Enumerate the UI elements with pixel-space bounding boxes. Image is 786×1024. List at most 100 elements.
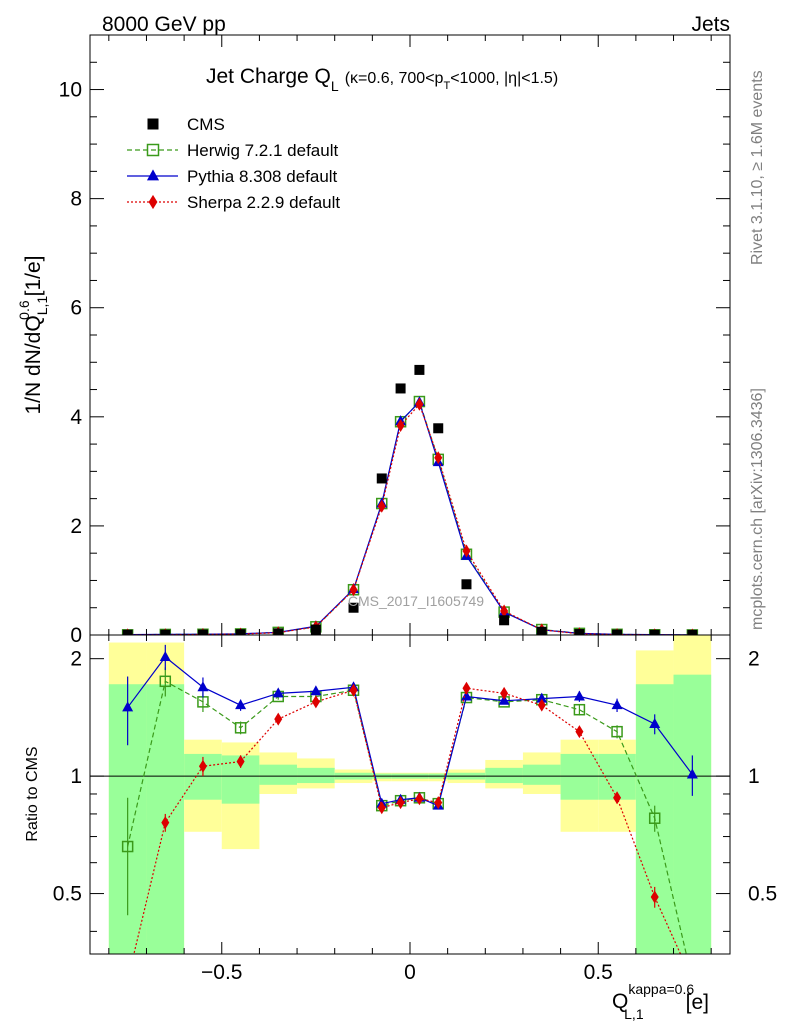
main-y-tick-label: 0 <box>70 624 82 647</box>
point-cms <box>122 629 133 635</box>
main-plot-frame <box>89 34 731 636</box>
ratio-point-sherpa <box>415 792 424 806</box>
ratio-point-pythia <box>460 690 472 701</box>
ratio-y-tick-label-left: 1 <box>70 765 82 788</box>
ratio-point-sherpa <box>161 816 170 830</box>
legend-marker-sherpa <box>148 194 158 210</box>
ratio-point-sherpa <box>274 712 283 726</box>
ratio-point-sherpa <box>198 759 207 773</box>
point-cms <box>235 629 246 635</box>
ratio-point-herwig <box>573 703 586 716</box>
point-sherpa <box>377 499 386 513</box>
ratio-point-sherpa <box>537 698 546 712</box>
ratio-point-herwig <box>648 812 661 824</box>
band-green <box>485 767 523 784</box>
ratio-point-pythia <box>573 690 585 701</box>
point-cms <box>310 624 321 635</box>
ratio-point-sherpa <box>613 791 622 805</box>
ratio-point-pythia <box>159 650 171 661</box>
point-cms <box>612 629 623 635</box>
main-y-tick-label: 10 <box>59 79 82 102</box>
ratio-point-pythia <box>686 768 698 779</box>
ratio-uncertainty-bands <box>108 635 712 954</box>
ratio-point-sherpa <box>396 796 405 810</box>
main-y-tick-label: 6 <box>70 297 82 320</box>
band-green <box>297 767 335 784</box>
legend-label-herwig: Herwig 7.2.1 default <box>187 141 338 160</box>
ratio-point-herwig <box>611 725 623 738</box>
axis-ticks <box>90 34 730 954</box>
point-cms <box>414 364 425 375</box>
ratio-point-sherpa <box>377 801 386 815</box>
ratio-y-tick-label-left: 2 <box>70 648 82 671</box>
ratio-point-sherpa <box>311 695 320 709</box>
ratio-point-herwig <box>234 722 247 734</box>
point-cms <box>687 629 698 635</box>
legend-marker-pythia <box>146 169 160 181</box>
analysis-watermark: CMS_2017_I1605749 <box>348 593 484 609</box>
series-line-sherpa <box>127 403 693 635</box>
point-sherpa <box>500 604 509 618</box>
point-cms <box>197 629 208 635</box>
x-tick-label: 0 <box>404 961 416 984</box>
legend-label-cms: CMS <box>187 115 225 134</box>
y-axis-label-ratio: Ratio to CMS <box>24 746 41 841</box>
point-sherpa <box>415 397 424 411</box>
band-green <box>522 764 561 785</box>
ratio-point-pythia <box>611 699 623 710</box>
ratio-y-tick-label-left: 0.5 <box>53 883 82 906</box>
band-green <box>673 674 712 954</box>
point-sherpa <box>434 451 443 465</box>
title-main: Jet Charge Q <box>206 65 331 88</box>
title-cond-b: <1000, |η|<1.5) <box>450 70 558 87</box>
legend-label-pythia: Pythia 8.308 default <box>187 167 338 186</box>
legend-label-sherpa: Sherpa 2.2.9 default <box>187 193 340 212</box>
ratio-y-tick-label-right: 0.5 <box>748 883 777 906</box>
mcplots-label: mcplots.cern.ch [arXiv:1306.3436] <box>749 388 766 630</box>
ratio-point-pythia <box>197 681 209 692</box>
ratio-point-pythia <box>272 687 284 698</box>
ratio-line-pythia <box>127 656 693 807</box>
ratio-line-sherpa <box>133 687 682 954</box>
header-energy: 8000 GeV pp <box>102 13 226 36</box>
main-plot-series <box>121 364 699 635</box>
ratio-point-sherpa <box>236 755 245 769</box>
ratio-point-sherpa <box>462 681 471 695</box>
ratio-point-herwig <box>159 675 172 688</box>
point-cms <box>348 602 359 613</box>
ratio-plot-series <box>121 644 698 954</box>
y-axis-label-main: 1/N dN/dQL,10.6[1/e] <box>16 255 50 414</box>
ratio-point-sherpa <box>650 890 659 904</box>
point-cms <box>536 626 547 635</box>
point-sherpa <box>396 419 405 433</box>
plot-title: Jet Charge QL (κ=0.6, 700<pT<1000, |η|<1.… <box>206 65 558 94</box>
ratio-point-pythia <box>310 685 322 696</box>
title-cond-sub: T <box>443 80 450 92</box>
point-sherpa <box>349 583 358 597</box>
main-y-tick-label: 8 <box>70 188 82 211</box>
point-sherpa <box>462 544 471 558</box>
x-axis-label: Qkappa=0.6 L,1 [e] <box>612 981 709 1022</box>
ratio-point-pythia <box>235 699 247 710</box>
ratio-point-sherpa <box>575 725 584 739</box>
x-tick-label: −0.5 <box>201 961 242 984</box>
point-cms <box>433 423 444 434</box>
band-green <box>259 764 298 785</box>
legend-marker-herwig <box>146 143 160 157</box>
point-cms <box>273 628 284 635</box>
ratio-point-sherpa <box>500 686 509 700</box>
ratio-point-pythia <box>536 692 548 703</box>
ratio-y-tick-label-right: 1 <box>748 765 760 788</box>
ratio-point-sherpa <box>434 796 443 810</box>
ratio-y-tick-label-right: 2 <box>748 648 760 671</box>
point-cms <box>461 579 472 590</box>
ratio-point-pythia <box>122 701 134 712</box>
point-cms <box>376 473 387 484</box>
title-main-sub: L <box>331 78 339 94</box>
title-cond-a: (κ=0.6, 700<p <box>345 70 444 87</box>
point-cms <box>160 629 171 635</box>
ratio-point-sherpa <box>349 683 358 697</box>
point-cms <box>395 383 406 394</box>
